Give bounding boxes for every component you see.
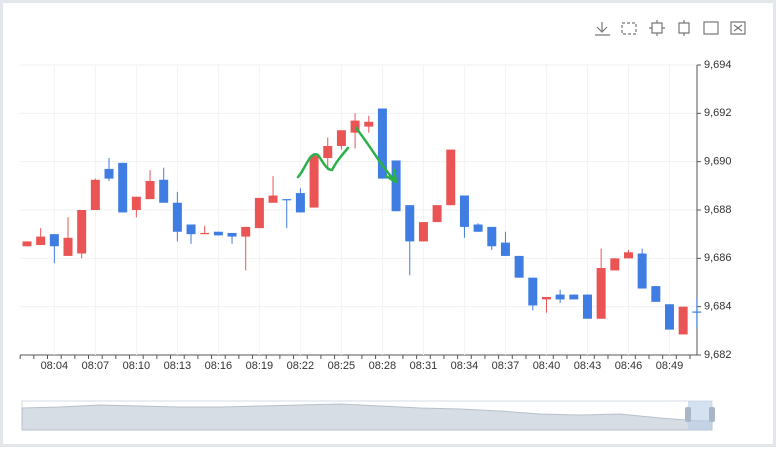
hand-drawn-annotation [296,126,398,184]
candle-body [391,160,401,212]
y-tick-label: 9,682 [704,349,732,361]
candle-body [254,197,264,229]
candle-body [514,255,524,278]
candle-body [213,231,223,236]
candle-body [555,294,565,300]
x-tick-label: 08:46 [615,360,643,372]
data-view-icon[interactable] [703,21,719,35]
y-tick-label: 9,694 [704,59,732,71]
x-tick-label: 08:28 [369,360,397,372]
x-tick-label: 08:49 [656,360,684,372]
candle-body [159,179,169,203]
candle-body [295,193,305,213]
y-tick-label: 9,690 [704,156,732,168]
candle-body [528,277,538,306]
candle-body [610,258,620,271]
y-tick-label: 9,686 [704,252,732,264]
candle-body [678,306,688,335]
candle-body [569,294,579,300]
toolbox [595,20,746,36]
x-tick-label: 08:07 [82,360,110,372]
candle-body [364,121,374,127]
x-tick-label: 08:22 [287,360,315,372]
candle-body [432,205,442,223]
y-tick-label: 9,684 [704,301,732,313]
candle-body [49,234,59,247]
candle-body [637,253,647,289]
x-tick-label: 08:25 [328,360,356,372]
x-tick-label: 08:19 [246,360,274,372]
data-zoom-handle[interactable] [709,407,715,422]
candle-body [405,205,415,242]
x-tick-label: 08:13 [164,360,192,372]
candle-body [22,241,32,247]
y-tick-label: 9,692 [704,107,732,119]
save-icon[interactable] [595,22,610,36]
candle-body [90,179,100,210]
x-tick-label: 08:16 [205,360,233,372]
candle-body [664,304,674,330]
zoom-back-icon[interactable] [649,20,665,36]
data-zoom-handle[interactable] [685,407,691,422]
candle-body [118,162,128,213]
candle-body [104,168,114,179]
x-tick-label: 08:43 [574,360,602,372]
candle-body [77,210,87,254]
candle-body [145,181,155,200]
candle-body [446,149,456,206]
candle-body [582,294,592,319]
candle-body [377,108,387,179]
candle-body [268,195,278,203]
candle-body [336,130,346,146]
candle-body [309,155,319,208]
x-tick-label: 08:31 [410,360,438,372]
restore-icon[interactable] [678,20,690,36]
clear-icon[interactable] [730,21,746,35]
candle-body [487,226,497,247]
candle-body [227,232,237,237]
candle-body [63,237,73,256]
candle-body [692,311,702,313]
candle-body [500,242,510,256]
x-tick-label: 08:04 [41,360,69,372]
data-zoom[interactable] [21,400,715,431]
x-tick-label: 08:37 [492,360,520,372]
x-tick-label: 08:34 [451,360,479,372]
candle-body [541,297,551,300]
candle-body [241,226,251,237]
candle-body [418,222,428,242]
candle-body [282,199,292,201]
data-zoom-shadow [21,403,713,431]
candle-body [459,195,469,227]
candle-body [596,268,606,319]
zoom-icon[interactable] [621,22,637,35]
x-tick-label: 08:40 [533,360,561,372]
x-tick-label: 08:10 [123,360,151,372]
candle-body [186,224,196,235]
candle-body [131,196,141,210]
candle-body [651,286,661,302]
data-zoom-window [688,401,712,430]
candle-body [200,232,210,235]
candle-body [323,145,333,159]
candle-body [36,236,46,246]
candle-body [623,252,633,259]
y-tick-label: 9,688 [704,204,732,216]
candle-body [473,224,483,232]
candle-body [172,202,182,232]
candle-body [350,120,360,133]
